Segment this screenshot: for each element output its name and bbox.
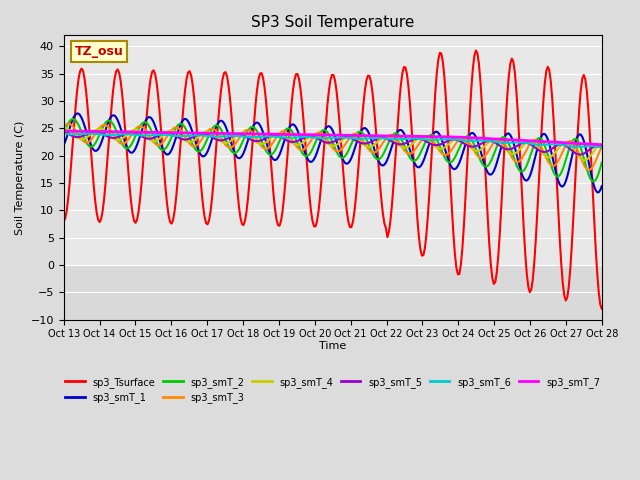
sp3_smT_3 [584,167,592,173]
sp3_smT_2 [221,136,229,142]
Y-axis label: Soil Temperature (C): Soil Temperature (C) [15,120,25,235]
sp3_Tsurface [60,218,67,224]
Line: sp3_smT_2: sp3_smT_2 [63,119,602,181]
sp3_Tsurface [295,76,303,82]
sp3_smT_1 [593,190,601,195]
sp3_Tsurface [126,184,134,190]
sp3_Tsurface [570,216,577,221]
sp3_smT_6 [570,144,577,150]
sp3_smT_3 [60,124,67,130]
sp3_smT_3 [570,140,577,145]
sp3_smT_3 [239,129,247,135]
sp3_smT_1 [249,125,257,131]
sp3_smT_6 [239,133,247,139]
sp3_Tsurface [598,306,605,312]
sp3_smT_5 [570,149,577,155]
sp3_smT_7 [568,140,575,146]
sp3_smT_1 [570,147,577,153]
sp3_smT_4 [598,141,605,147]
sp3_smT_5 [296,137,304,143]
sp3_smT_2 [69,116,77,122]
sp3_smT_2 [249,124,257,130]
sp3_smT_4 [126,129,134,135]
Bar [63,265,602,320]
sp3_smT_3 [127,132,135,138]
sp3_smT_7 [60,128,67,134]
sp3_smT_1 [74,110,81,116]
sp3_smT_4 [295,142,303,147]
sp3_smT_7 [247,131,255,137]
Line: sp3_smT_4: sp3_smT_4 [63,128,602,160]
sp3_smT_4 [580,157,588,163]
sp3_smT_6 [127,132,135,137]
sp3_smT_2 [239,137,247,143]
Line: sp3_smT_3: sp3_smT_3 [63,124,602,170]
sp3_smT_7 [220,131,228,136]
sp3_smT_3 [221,142,229,148]
sp3_smT_2 [60,130,67,136]
sp3_smT_4 [60,125,67,131]
sp3_smT_5 [127,129,135,135]
sp3_smT_7 [598,142,605,148]
sp3_smT_2 [598,160,605,166]
sp3_smT_1 [296,136,304,142]
sp3_smT_4 [247,134,255,140]
sp3_smT_4 [220,140,228,146]
sp3_smT_3 [249,130,257,136]
sp3_smT_6 [249,134,257,140]
sp3_smT_1 [239,150,247,156]
sp3_smT_7 [126,129,134,135]
sp3_smT_3 [296,147,304,153]
sp3_smT_5 [92,129,99,134]
sp3_Tsurface [238,221,246,227]
X-axis label: Time: Time [319,341,346,351]
sp3_smT_1 [127,150,135,156]
sp3_smT_2 [127,142,135,148]
sp3_smT_4 [568,144,575,149]
sp3_smT_3 [64,121,72,127]
sp3_smT_5 [239,133,247,139]
Line: sp3_smT_7: sp3_smT_7 [63,131,602,145]
sp3_smT_5 [575,152,583,157]
sp3_smT_2 [589,179,596,184]
sp3_smT_6 [85,131,93,136]
Legend: sp3_Tsurface, sp3_smT_1, sp3_smT_2, sp3_smT_3, sp3_smT_4, sp3_smT_5, sp3_smT_6, : sp3_Tsurface, sp3_smT_1, sp3_smT_2, sp3_… [61,373,604,408]
sp3_Tsurface [472,48,480,53]
Line: sp3_smT_6: sp3_smT_6 [63,133,602,147]
Line: sp3_Tsurface: sp3_Tsurface [63,50,602,309]
Line: sp3_smT_5: sp3_smT_5 [63,132,602,155]
sp3_smT_6 [598,144,605,150]
sp3_Tsurface [220,70,228,76]
sp3_smT_5 [249,137,257,143]
sp3_smT_7 [295,132,303,137]
sp3_smT_1 [598,183,605,189]
sp3_smT_5 [598,145,605,151]
sp3_smT_7 [238,131,246,137]
Line: sp3_smT_1: sp3_smT_1 [63,113,602,192]
sp3_smT_6 [60,131,67,137]
sp3_smT_3 [598,144,605,150]
sp3_smT_6 [296,134,304,140]
sp3_smT_2 [296,147,304,153]
sp3_smT_4 [238,130,246,135]
sp3_smT_2 [570,137,577,143]
sp3_smT_6 [221,133,229,139]
sp3_smT_5 [221,136,229,142]
sp3_Tsurface [247,159,255,165]
Title: SP3 Soil Temperature: SP3 Soil Temperature [251,15,414,30]
sp3_smT_5 [60,129,67,134]
sp3_smT_1 [60,142,67,148]
sp3_smT_1 [221,123,229,129]
Text: TZ_osu: TZ_osu [74,45,123,58]
